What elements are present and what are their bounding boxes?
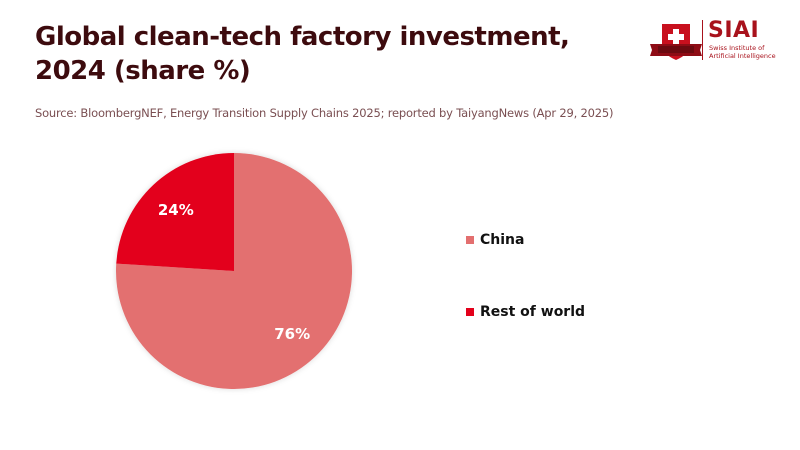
legend-swatch [466, 308, 474, 316]
legend-label: China [480, 232, 525, 248]
logo-subtitle-2: Artificial Intelligence [709, 52, 776, 60]
legend-item-rest-of-world: Rest of world [466, 304, 585, 320]
swiss-shield-icon [650, 24, 702, 60]
slice-label-rest-of-world: 24% [158, 201, 194, 219]
slice-label-china: 76% [274, 325, 310, 343]
logo-wordmark: SIAI [708, 18, 760, 43]
pie-slice-rest-of-world [116, 153, 234, 271]
pie-slice-china [116, 153, 353, 389]
title-line-2: 2024 (share %) [35, 56, 251, 86]
title-line-1: Global clean-tech factory investment, [35, 22, 570, 52]
chart-title: Global clean-tech factory investment, 20… [35, 20, 635, 88]
legend-label: Rest of world [480, 304, 586, 320]
legend-item-china: China [466, 232, 524, 248]
chart-source: Source: BloombergNEF, Energy Transition … [35, 106, 614, 120]
legend-swatch [466, 236, 474, 244]
logo-subtitle-1: Swiss Institute of [709, 44, 765, 52]
logo-divider [702, 20, 703, 60]
